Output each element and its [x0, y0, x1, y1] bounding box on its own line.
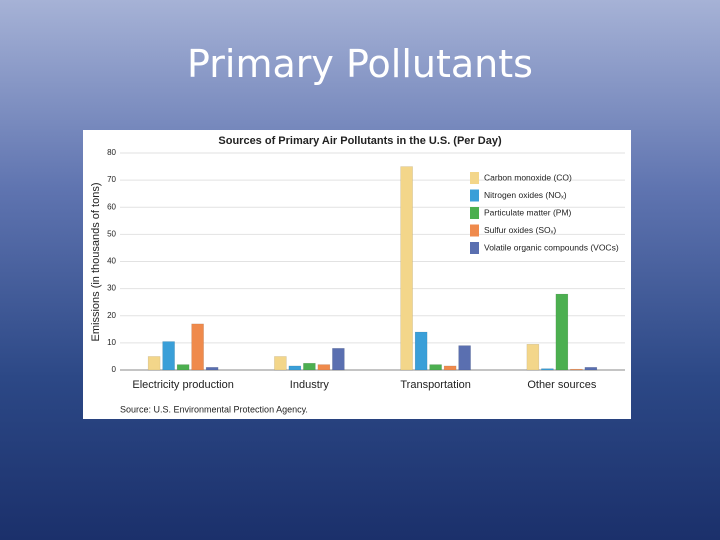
bar — [176, 364, 190, 371]
y-tick-label: 10 — [107, 338, 116, 347]
x-tick-label: Transportation — [400, 379, 471, 391]
legend-label: Particulate matter (PM) — [484, 207, 572, 217]
legend-swatch — [470, 189, 479, 202]
bar — [584, 367, 598, 371]
bar — [303, 362, 316, 371]
x-tick-label: Other sources — [527, 379, 597, 391]
y-tick-label: 20 — [107, 311, 116, 320]
y-tick-label: 40 — [107, 257, 116, 266]
x-tick-label: Electricity production — [132, 379, 234, 391]
y-tick-label: 0 — [112, 365, 117, 374]
legend-swatch — [470, 172, 479, 184]
bar — [458, 345, 471, 371]
x-tick-label: Industry — [290, 379, 330, 391]
legend-label: Carbon monoxide (CO) — [484, 172, 572, 182]
bar — [147, 356, 161, 371]
bar — [400, 166, 413, 371]
bar — [274, 356, 287, 371]
bar — [555, 293, 569, 371]
y-tick-label: 30 — [107, 284, 116, 293]
y-tick-label: 50 — [107, 229, 116, 238]
bar — [332, 348, 345, 371]
legend-label: Volatile organic compounds (VOCs) — [484, 242, 619, 252]
y-tick-label: 80 — [107, 148, 116, 157]
bar — [191, 323, 204, 371]
bar — [162, 341, 175, 371]
y-tick-label: 60 — [107, 202, 116, 211]
bar — [429, 364, 442, 371]
y-axis-label: Emissions (in thousands of tons) — [90, 183, 102, 342]
bar — [414, 331, 428, 371]
legend-swatch — [470, 242, 479, 254]
y-tick-label: 70 — [107, 175, 116, 184]
legend-swatch — [470, 224, 479, 237]
bar — [526, 343, 540, 371]
source-note: Source: U.S. Environmental Protection Ag… — [120, 404, 308, 414]
legend-label: Sulfur oxides (SOₓ) — [484, 225, 556, 235]
legend-swatch — [470, 207, 479, 219]
chart-title: Sources of Primary Air Pollutants in the… — [218, 135, 502, 147]
bar — [541, 368, 554, 371]
bar — [317, 364, 331, 371]
bar — [570, 368, 583, 371]
bar — [443, 365, 457, 371]
legend-label: Nitrogen oxides (NOₓ) — [484, 190, 567, 200]
bar — [205, 367, 219, 371]
bar — [288, 365, 302, 371]
slide-title: Primary Pollutants — [187, 42, 533, 86]
chart-background — [83, 130, 631, 419]
